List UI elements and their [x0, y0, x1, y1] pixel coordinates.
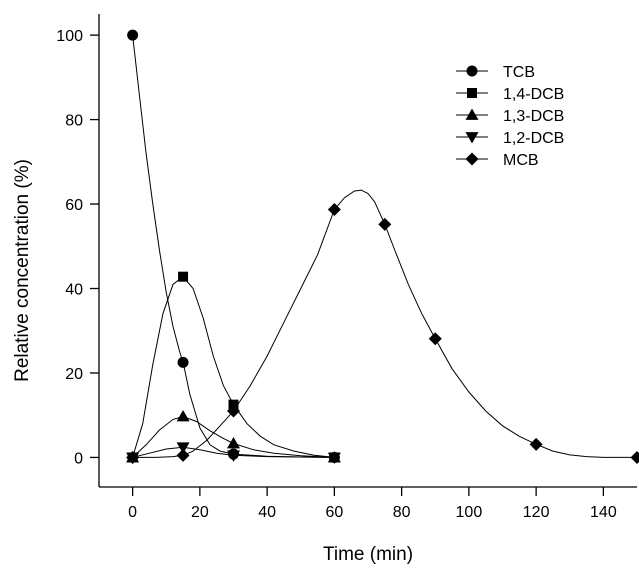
x-tick-label: 40 [258, 504, 276, 521]
series-line-1,2-DCB [132, 446, 335, 458]
legend-marker [467, 88, 477, 98]
legend-label: 1,4-DCB [503, 86, 564, 103]
series-line-TCB [132, 35, 335, 458]
legend-label: 1,3-DCB [503, 108, 564, 125]
data-point-1,2-DCB [327, 452, 341, 464]
data-point-MCB [630, 450, 639, 464]
data-point-MCB [529, 437, 543, 451]
data-point-MCB [327, 203, 341, 217]
series-line-1,3-DCB [132, 415, 335, 458]
x-tick-label: 60 [325, 504, 343, 521]
data-point-MCB [126, 450, 140, 464]
data-point-MCB [428, 332, 442, 346]
data-point-MCB [176, 448, 190, 462]
data-point-1,3-DCB [227, 437, 240, 449]
series-line-1,4-DCB [132, 276, 335, 458]
x-tick-label: 140 [590, 504, 617, 521]
y-tick-label: 40 [65, 282, 83, 299]
data-point-1,3-DCB [176, 409, 190, 422]
series-line-MCB [132, 189, 637, 458]
y-tick-label: 80 [65, 113, 83, 130]
data-point-1,4-DCB [178, 271, 189, 282]
data-point-MCB [227, 404, 240, 418]
x-tick-label: 120 [523, 504, 550, 521]
data-point-TCB [177, 356, 189, 368]
y-tick-label: 0 [74, 450, 83, 467]
y-tick-label: 20 [65, 366, 83, 383]
x-tick-label: 80 [393, 504, 411, 521]
x-tick-label: 20 [191, 504, 209, 521]
series-markers [126, 29, 639, 464]
legend-label: 1,2-DCB [503, 130, 564, 147]
data-point-TCB [127, 29, 139, 41]
legend-label: MCB [503, 152, 539, 169]
x-tick-label: 0 [128, 504, 137, 521]
y-tick-label: 100 [56, 28, 83, 45]
legend-marker [465, 132, 479, 144]
x-tick-label: 100 [456, 504, 483, 521]
legend-marker [465, 152, 479, 166]
data-point-1,2-DCB [227, 450, 240, 462]
y-axis-title: Relative concentration (%) [12, 159, 33, 382]
legend-marker [465, 108, 479, 120]
data-point-MCB [378, 217, 392, 231]
legend-label: TCB [503, 64, 535, 81]
y-tick-label: 60 [65, 197, 83, 214]
legend: TCB 1,4-DCB 1,3-DCB 1,2-DCB MCB [456, 64, 564, 169]
axes: 0 20 40 60 80 100 0 20 40 60 80 100 120 140 [56, 14, 637, 521]
data-point-1,2-DCB [176, 442, 190, 454]
legend-marker [466, 65, 478, 77]
x-axis-title: Time (min) [323, 544, 413, 565]
